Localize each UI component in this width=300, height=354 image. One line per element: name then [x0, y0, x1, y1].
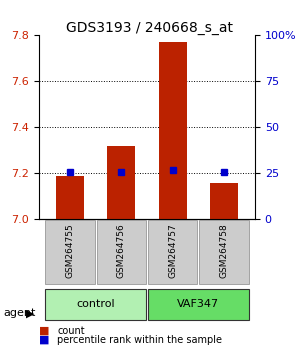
FancyBboxPatch shape	[45, 289, 146, 320]
Text: count: count	[57, 326, 85, 336]
Text: VAF347: VAF347	[177, 299, 220, 309]
FancyBboxPatch shape	[200, 220, 249, 284]
Bar	[210, 183, 238, 219]
Text: GSM264757: GSM264757	[168, 223, 177, 278]
Text: ▶: ▶	[26, 308, 34, 318]
FancyBboxPatch shape	[45, 220, 94, 284]
FancyBboxPatch shape	[148, 289, 249, 320]
Text: control: control	[76, 299, 115, 309]
Text: agent: agent	[3, 308, 35, 318]
Text: GDS3193 / 240668_s_at: GDS3193 / 240668_s_at	[67, 21, 233, 35]
Text: GSM264758: GSM264758	[220, 223, 229, 278]
Bar	[107, 146, 135, 219]
FancyBboxPatch shape	[148, 220, 197, 284]
Text: percentile rank within the sample: percentile rank within the sample	[57, 335, 222, 345]
Text: GSM264756: GSM264756	[117, 223, 126, 278]
FancyBboxPatch shape	[97, 220, 146, 284]
Text: ■: ■	[39, 335, 50, 345]
Text: GSM264755: GSM264755	[65, 223, 74, 278]
Bar	[159, 42, 187, 219]
Text: ■: ■	[39, 326, 50, 336]
Bar	[56, 176, 84, 219]
